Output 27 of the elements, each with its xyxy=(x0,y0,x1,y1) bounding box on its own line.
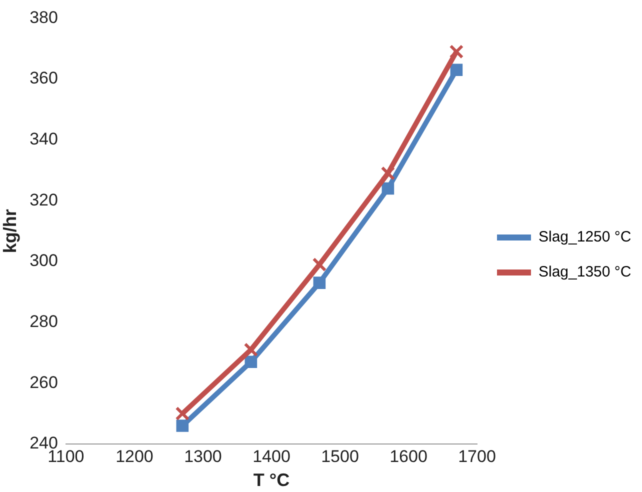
point xyxy=(450,64,463,76)
point xyxy=(176,420,189,432)
x-tick-label: 1400 xyxy=(252,446,290,466)
point xyxy=(382,182,394,195)
point xyxy=(380,166,396,180)
x-tick-label: 1200 xyxy=(116,446,154,466)
y-tick-label: 300 xyxy=(30,251,58,270)
point xyxy=(244,356,258,368)
y-tick-label: 380 xyxy=(30,8,58,27)
y-tick-label: 340 xyxy=(30,130,58,149)
x-tick-label: 1600 xyxy=(390,446,428,466)
y-tick-label: 360 xyxy=(30,68,58,88)
legend-label: Slag_1250 °C xyxy=(538,228,632,246)
point xyxy=(312,257,327,272)
x-tick-label: 1700 xyxy=(458,446,496,466)
point xyxy=(175,406,190,421)
x-tick-label: 1300 xyxy=(184,446,222,466)
y-tick-label: 320 xyxy=(30,190,58,210)
point xyxy=(449,44,464,59)
x-tick-label: 1500 xyxy=(321,446,359,466)
legend-label: Slag_1350 °C xyxy=(538,264,632,281)
y-tick-label: 260 xyxy=(30,372,58,392)
y-axis-title: kg/hr xyxy=(0,209,20,254)
y-tick-label: 280 xyxy=(30,312,58,332)
point xyxy=(244,342,258,357)
point xyxy=(313,276,326,289)
x-axis-title: T °C xyxy=(253,470,290,490)
